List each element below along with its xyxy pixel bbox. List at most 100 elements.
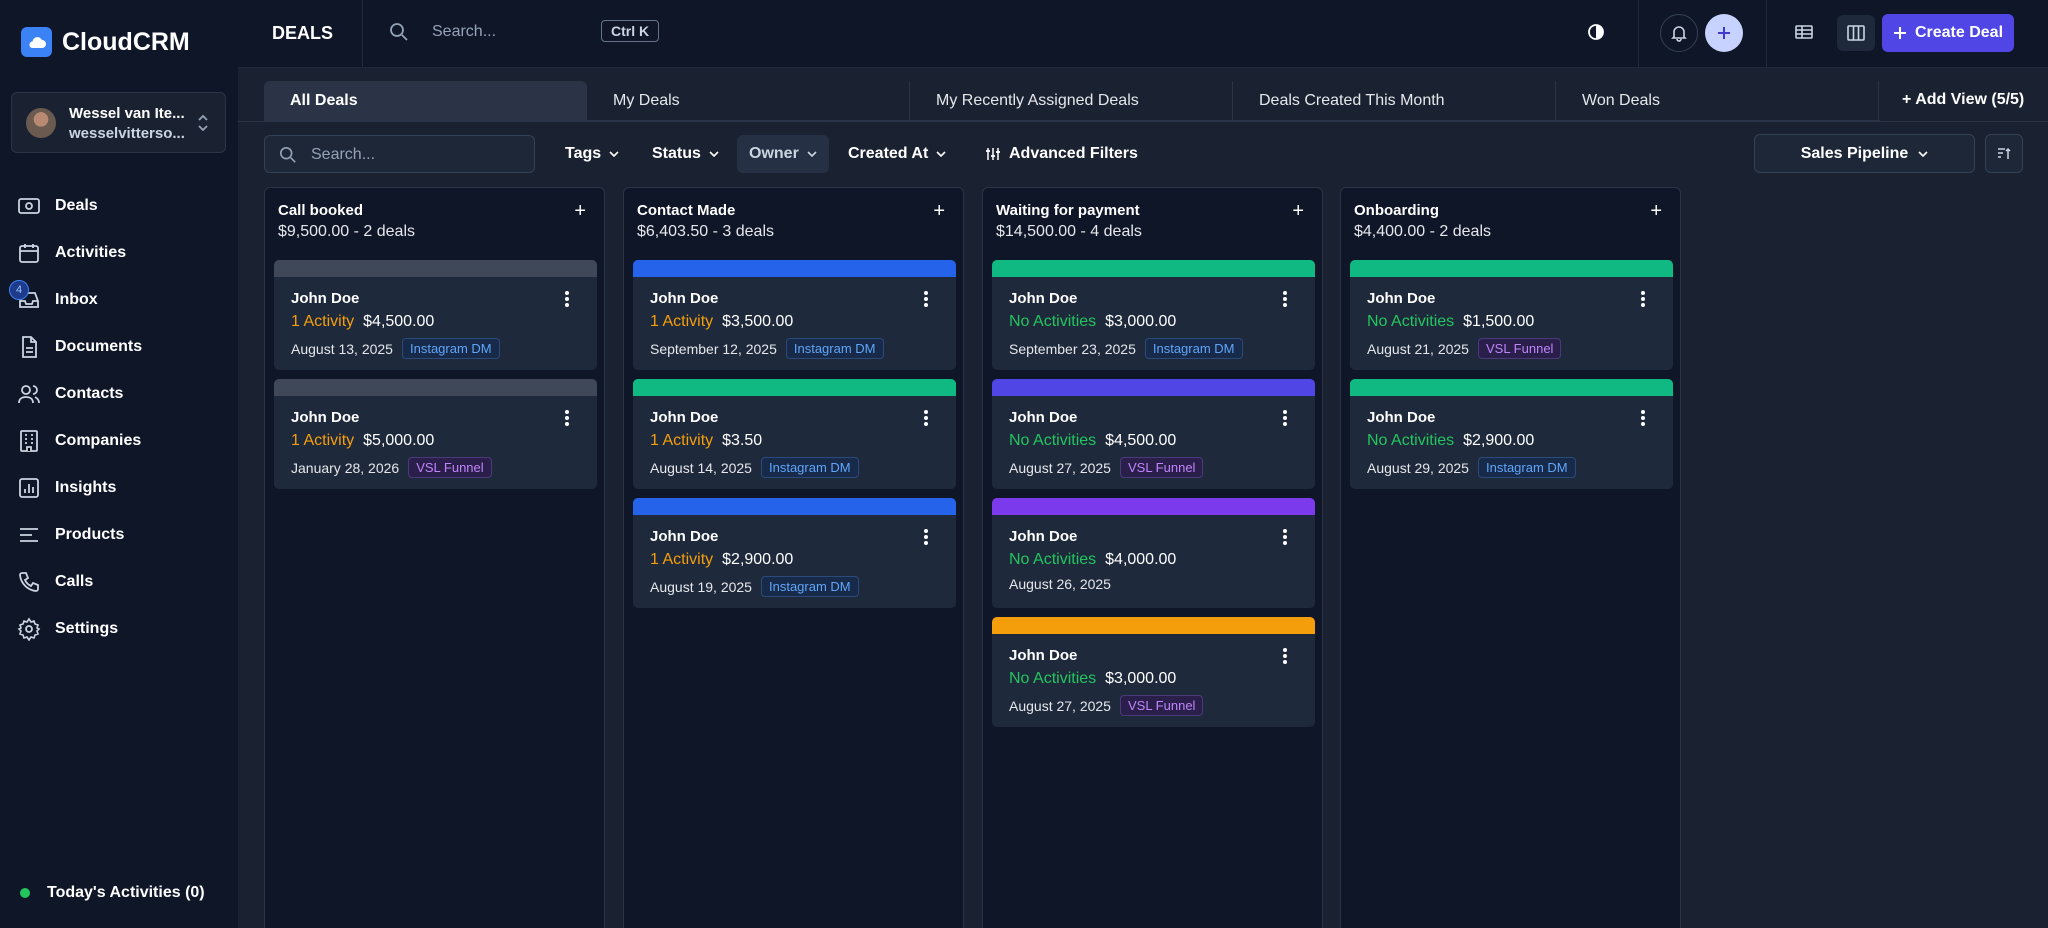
deal-card[interactable]: John Doe 1 Activity $3.50 August 14, 2025 In… bbox=[633, 379, 956, 489]
deal-date: August 21, 2025 bbox=[1367, 340, 1469, 357]
deal-date: August 19, 2025 bbox=[650, 578, 752, 595]
tab-my-deals[interactable]: My Deals bbox=[587, 81, 910, 121]
add-deal-icon[interactable]: + bbox=[574, 200, 586, 222]
tab-won-deals[interactable]: Won Deals bbox=[1556, 81, 1879, 121]
more-vertical-icon[interactable] bbox=[1641, 291, 1645, 307]
card-color-bar bbox=[992, 617, 1315, 634]
app-name: CloudCRM bbox=[62, 27, 190, 56]
pipeline-select[interactable]: Sales Pipeline bbox=[1754, 134, 1975, 173]
deal-amount: $2,900.00 bbox=[722, 551, 794, 568]
sidebar-item-settings[interactable]: Settings bbox=[17, 605, 142, 652]
deal-card[interactable]: John Doe 1 Activity $4,500.00 August 13, 20… bbox=[274, 260, 597, 370]
source-tag: VSL Funnel bbox=[408, 457, 492, 478]
source-tag: Instagram DM bbox=[785, 338, 884, 359]
sort-button[interactable] bbox=[1985, 134, 2023, 173]
sidebar-item-products[interactable]: Products bbox=[17, 511, 142, 558]
sidebar-item-activities[interactable]: Activities bbox=[17, 229, 142, 276]
more-vertical-icon[interactable] bbox=[1283, 410, 1287, 426]
card-color-bar bbox=[1350, 260, 1673, 277]
cloud-icon bbox=[21, 27, 52, 57]
tags-filter-label: Tags bbox=[565, 145, 602, 162]
sidebar-item-companies[interactable]: Companies bbox=[17, 417, 142, 464]
deal-card[interactable]: John Doe 1 Activity $3,500.00 September 12,… bbox=[633, 260, 956, 370]
deal-card[interactable]: John Doe No Activities $3,000.00 September … bbox=[992, 260, 1315, 370]
add-deal-icon[interactable]: + bbox=[933, 200, 945, 222]
deal-card[interactable]: John Doe 1 Activity $5,000.00 January 28, 2… bbox=[274, 379, 597, 489]
more-vertical-icon[interactable] bbox=[1283, 529, 1287, 545]
more-vertical-icon[interactable] bbox=[1283, 291, 1287, 307]
create-deal-button[interactable]: Create Deal bbox=[1882, 14, 2014, 52]
deal-meta: September 23, 2025 Instagram DM bbox=[1009, 338, 1243, 359]
deal-card[interactable]: John Doe No Activities $2,900.00 August 29,… bbox=[1350, 379, 1673, 489]
advanced-filters-button[interactable]: Advanced Filters bbox=[973, 135, 1150, 173]
created-at-filter[interactable]: Created At bbox=[836, 135, 958, 173]
deal-search-input[interactable]: Search... bbox=[264, 135, 535, 173]
bell-icon bbox=[1671, 26, 1687, 42]
sidebar-item-deals[interactable]: Deals bbox=[17, 182, 142, 229]
column-title: Call booked bbox=[278, 202, 364, 219]
deal-date: August 13, 2025 bbox=[291, 340, 393, 357]
sidebar: CloudCRM Wessel van Ite... wesselvitters… bbox=[0, 0, 238, 928]
source-tag: VSL Funnel bbox=[1119, 695, 1204, 716]
sidebar-item-calls[interactable]: Calls bbox=[17, 558, 142, 605]
status-dot bbox=[20, 888, 30, 898]
deal-summary: No Activities $3,000.00 bbox=[1009, 670, 1176, 688]
more-vertical-icon[interactable] bbox=[924, 529, 928, 545]
notifications-button[interactable] bbox=[1660, 14, 1698, 52]
tab-my-recently-assigned[interactable]: My Recently Assigned Deals bbox=[910, 81, 1233, 121]
more-vertical-icon[interactable] bbox=[924, 410, 928, 426]
deal-contact-name: John Doe bbox=[650, 290, 719, 307]
source-tag: Instagram DM bbox=[1144, 338, 1243, 359]
deal-meta: August 27, 2025 VSL Funnel bbox=[1009, 457, 1204, 478]
deal-card[interactable]: John Doe No Activities $4,500.00 August 27,… bbox=[992, 379, 1315, 489]
more-vertical-icon[interactable] bbox=[565, 291, 569, 307]
building-icon bbox=[20, 429, 38, 452]
columns-icon bbox=[1847, 25, 1865, 41]
deal-card[interactable]: John Doe No Activities $4,000.00 August 26,… bbox=[992, 498, 1315, 608]
chevron-down-icon bbox=[807, 151, 817, 157]
deal-card[interactable]: John Doe No Activities $3,000.00 August 27,… bbox=[992, 617, 1315, 727]
tab-all-deals[interactable]: All Deals bbox=[264, 81, 587, 121]
status-filter[interactable]: Status bbox=[640, 135, 731, 173]
sidebar-item-contacts[interactable]: Contacts bbox=[17, 370, 142, 417]
more-vertical-icon[interactable] bbox=[565, 410, 569, 426]
add-deal-icon[interactable]: + bbox=[1650, 200, 1662, 222]
quick-add-button[interactable] bbox=[1705, 14, 1743, 52]
more-vertical-icon[interactable] bbox=[1641, 410, 1645, 426]
status-filter-label: Status bbox=[652, 145, 701, 162]
deal-meta: August 26, 2025 bbox=[1009, 576, 1111, 592]
deal-summary: No Activities $3,000.00 bbox=[1009, 313, 1176, 331]
column-title: Onboarding bbox=[1354, 202, 1439, 219]
tags-filter[interactable]: Tags bbox=[553, 135, 631, 173]
more-vertical-icon[interactable] bbox=[1283, 648, 1287, 664]
deal-date: August 27, 2025 bbox=[1009, 697, 1111, 714]
deal-amount: $4,500.00 bbox=[1105, 432, 1177, 449]
owner-filter[interactable]: Owner bbox=[737, 135, 829, 173]
sidebar-item-label: Inbox bbox=[55, 290, 98, 308]
theme-toggle-icon[interactable] bbox=[1587, 23, 1605, 41]
more-vertical-icon[interactable] bbox=[924, 291, 928, 307]
global-search-input[interactable]: Search... bbox=[432, 23, 497, 40]
sidebar-item-documents[interactable]: Documents bbox=[17, 323, 142, 370]
todays-activities[interactable]: Today's Activities (0) bbox=[20, 884, 205, 902]
deals-icon bbox=[18, 197, 40, 214]
column-title: Contact Made bbox=[637, 202, 736, 219]
chevron-down-icon bbox=[1918, 150, 1928, 157]
deal-card[interactable]: John Doe No Activities $1,500.00 August 21,… bbox=[1350, 260, 1673, 370]
sliders-icon bbox=[986, 148, 1000, 160]
sidebar-item-inbox[interactable]: 4 Inbox bbox=[9, 276, 142, 323]
tab-created-this-month[interactable]: Deals Created This Month bbox=[1233, 81, 1556, 121]
add-deal-icon[interactable]: + bbox=[1292, 200, 1304, 222]
activity-status: No Activities bbox=[1009, 313, 1097, 330]
table-view-icon[interactable] bbox=[1794, 22, 1814, 42]
chevron-updown-icon bbox=[198, 114, 208, 132]
activity-status: No Activities bbox=[1009, 670, 1097, 687]
board-view-button[interactable] bbox=[1837, 15, 1875, 51]
sidebar-item-label: Settings bbox=[55, 619, 119, 637]
deal-meta: August 21, 2025 VSL Funnel bbox=[1367, 338, 1562, 359]
logo[interactable]: CloudCRM bbox=[21, 27, 190, 57]
user-switcher[interactable]: Wessel van Ite... wesselvitterso... bbox=[11, 92, 226, 153]
deal-card[interactable]: John Doe 1 Activity $2,900.00 August 19, 20… bbox=[633, 498, 956, 608]
add-view-button[interactable]: + Add View (5/5) bbox=[1902, 91, 2025, 108]
sidebar-item-insights[interactable]: Insights bbox=[17, 464, 142, 511]
